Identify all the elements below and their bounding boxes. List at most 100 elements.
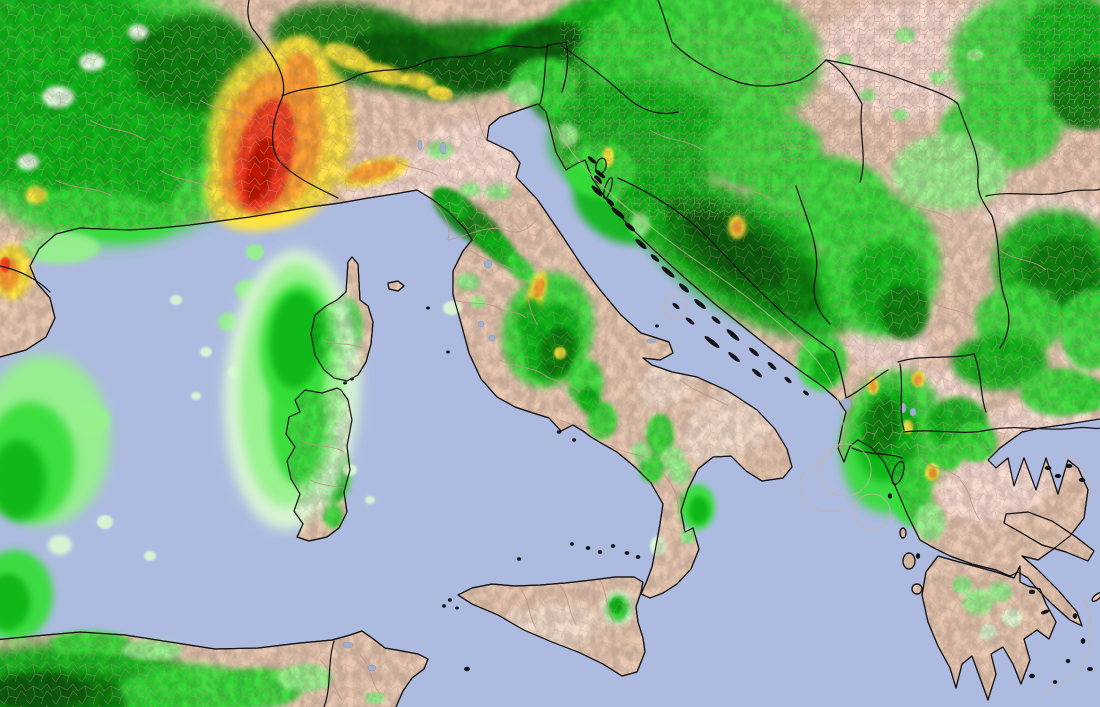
border-montenegro-albania (845, 369, 889, 399)
admin-border (394, 159, 439, 177)
small-island (711, 316, 721, 324)
small-island (661, 266, 675, 278)
border-croatia-bosnia (617, 177, 835, 353)
coastline-euboea-island (1003, 511, 1095, 562)
lake-varano (645, 338, 657, 344)
admin-parcel-texture (830, 150, 1100, 450)
border-austria-slovenia (561, 41, 569, 93)
border-tunisia-algeria (323, 640, 335, 707)
coastline-corfu-island (891, 460, 905, 486)
small-island (1087, 666, 1093, 672)
rain-cell-p (48, 535, 72, 555)
admin-border (54, 179, 113, 197)
small-island (464, 666, 470, 672)
small-island (635, 555, 641, 559)
admin-border (559, 419, 607, 437)
rain-cell-l (70, 405, 110, 435)
small-island (597, 550, 603, 554)
small-island (679, 283, 689, 293)
boundary-arc-2 (853, 493, 891, 531)
admin-border (199, 99, 253, 121)
small-island (587, 156, 597, 164)
rain-cell-s (689, 496, 709, 524)
admin-border (429, 199, 450, 241)
montenegro-loop (799, 417, 846, 513)
border-france-spain (0, 265, 51, 293)
admin-border (499, 359, 581, 393)
border-serbia-montenegro (833, 351, 847, 399)
border-france-italy (247, 0, 339, 199)
small-island (748, 347, 760, 357)
small-island (704, 335, 720, 349)
admin-border (719, 179, 773, 201)
lake-scutari (840, 397, 852, 411)
small-island (728, 351, 740, 363)
small-island (446, 350, 450, 354)
admin-border (609, 444, 653, 463)
coastline-krk-island (595, 157, 607, 175)
admin-border (319, 659, 343, 701)
admin-border (447, 217, 539, 241)
rain-cell-s (0, 574, 30, 630)
small-island (1029, 673, 1035, 679)
admin-border (959, 479, 981, 521)
lake-bracciano (488, 334, 496, 342)
coastline-lefkada-island (899, 527, 907, 539)
border-serbia-romania (957, 103, 993, 217)
small-island (426, 306, 430, 310)
border-macedonia-east (973, 353, 987, 413)
small-island (624, 551, 630, 555)
small-island (685, 317, 695, 325)
rain-cell-p (191, 392, 201, 400)
small-island (650, 254, 660, 262)
small-island (1028, 589, 1036, 595)
adriatic-boundary (555, 125, 843, 416)
border-serbia-bulgaria (991, 215, 1010, 349)
small-island (569, 542, 575, 546)
small-island (1054, 473, 1062, 479)
coastline-zakynthos-island (911, 583, 923, 595)
small-island (1052, 680, 1058, 684)
lake-garda (439, 141, 447, 155)
lake-maggiore (417, 139, 423, 151)
admin-border (309, 479, 353, 493)
small-island (767, 362, 777, 370)
small-island (1040, 609, 1050, 615)
rain-cell-p (200, 347, 212, 357)
rain-cell-s (269, 292, 323, 388)
small-island (635, 238, 647, 250)
small-island (784, 376, 792, 384)
border-croatia-serbia (825, 59, 864, 183)
border-italy-slovenia (539, 43, 549, 105)
coastline-elba-island (387, 280, 405, 292)
small-island (694, 298, 706, 310)
small-island (585, 546, 591, 550)
admin-parcel-texture (0, 0, 370, 245)
border-albania-greece (851, 447, 903, 459)
border-hungary-serbia (825, 59, 959, 105)
admin-border (659, 469, 679, 515)
palagruza-arc (662, 293, 688, 319)
aegean-line-south (1037, 594, 1092, 695)
admin-border (359, 654, 381, 695)
coastline-peloponnese (921, 555, 1057, 701)
admin-border (899, 199, 953, 221)
admin-border (519, 279, 539, 326)
tunis-lagoon (367, 664, 377, 672)
admin-border (469, 94, 489, 143)
coastline-andros-island (1091, 592, 1100, 602)
rain-cell-s (0, 440, 46, 520)
small-island (455, 606, 459, 610)
admin-border (559, 584, 577, 625)
small-island (447, 598, 453, 602)
aegean-line-north (1061, 451, 1090, 503)
rain-cell-p (144, 551, 156, 561)
border-macedonia-north (897, 353, 975, 363)
small-island (556, 430, 562, 434)
border-greece-north (903, 426, 1100, 433)
admin-parcel-texture (780, 0, 1100, 160)
small-island (594, 175, 602, 185)
